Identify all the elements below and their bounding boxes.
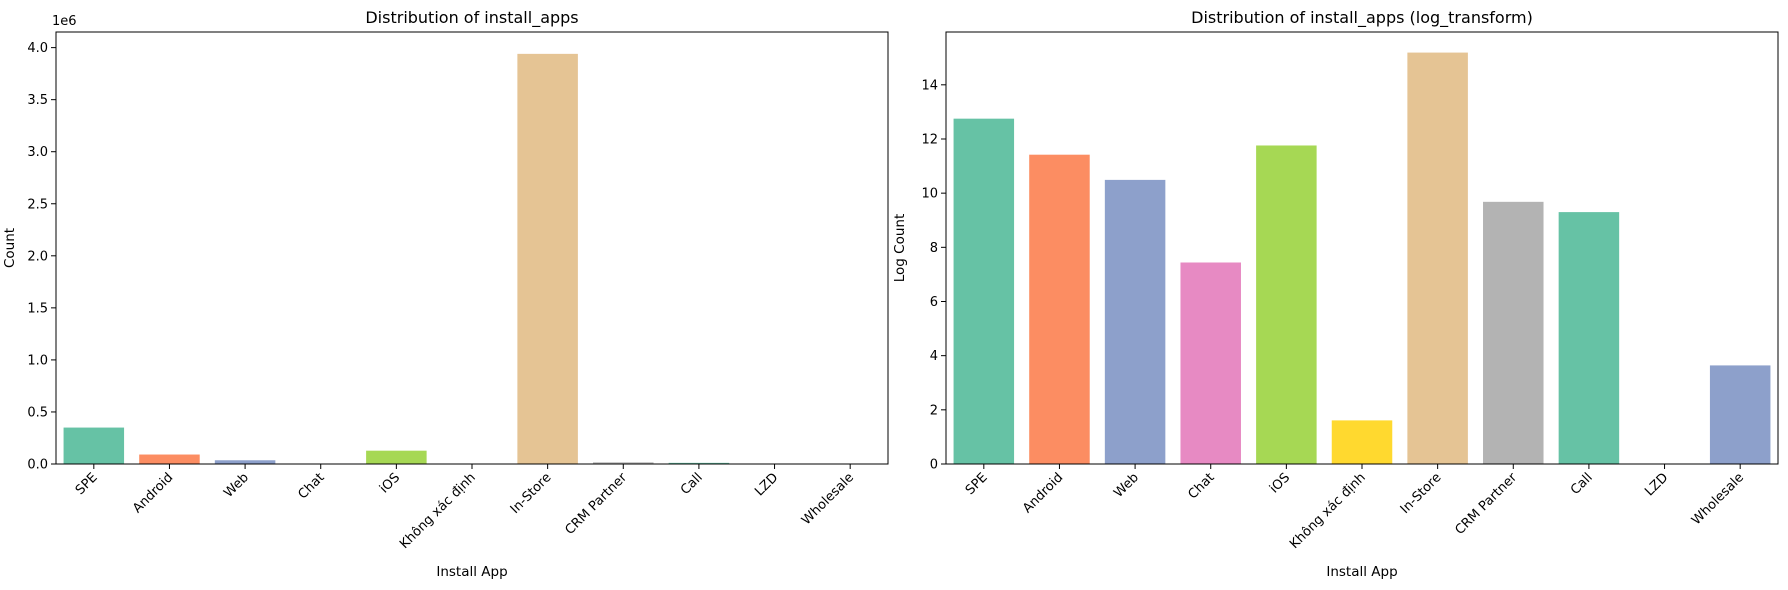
bar-spe bbox=[953, 118, 1015, 465]
y-tick-label: 0.5 bbox=[27, 405, 48, 420]
x-tick-label: In-Store bbox=[508, 470, 555, 517]
y-tick-label: 0 bbox=[930, 458, 938, 473]
chart-title: Distribution of install_apps (log_transf… bbox=[1191, 8, 1533, 28]
y-tick-label: 2.0 bbox=[27, 249, 48, 264]
y-tick-label: 3.5 bbox=[27, 93, 48, 108]
bar-ios bbox=[366, 450, 427, 464]
chart-panel-count: 0.0 0.5 1.0 1.5 2.0 2.5 3.0 3.5 4.0 SPE Android Web… bbox=[2, 8, 889, 580]
x-axis-label: Install App bbox=[436, 564, 507, 580]
x-tick-label: CRM Partner bbox=[1452, 470, 1520, 538]
y-offset-label: 1e6 bbox=[52, 14, 77, 29]
y-tick-label: 6 bbox=[930, 295, 938, 310]
bar-wholesale bbox=[1709, 365, 1771, 464]
x-tick-label: In-Store bbox=[1398, 470, 1445, 517]
bar-in-store bbox=[517, 53, 578, 465]
bar-web bbox=[214, 460, 276, 464]
y-tick-label: 3.0 bbox=[27, 145, 48, 160]
x-tick-label: Không xác định bbox=[1287, 470, 1369, 552]
bar-crm-partner bbox=[593, 462, 654, 464]
x-tick-label: Android bbox=[130, 470, 176, 516]
y-tick-label: 0.0 bbox=[27, 458, 48, 473]
bar-ios bbox=[1256, 145, 1317, 465]
bar-spe bbox=[63, 427, 125, 464]
x-tick-label: Chat bbox=[295, 470, 327, 502]
x-tick-label: SPE bbox=[73, 470, 101, 498]
x-tick-label: CRM Partner bbox=[562, 470, 630, 538]
x-tick-label: iOS bbox=[1267, 470, 1293, 496]
bar-kh-ng-x-c-nh bbox=[1331, 420, 1393, 464]
bar-android bbox=[139, 454, 200, 464]
bar-android bbox=[1029, 154, 1090, 464]
x-tick-label: LZD bbox=[752, 470, 781, 499]
x-tick-label: Call bbox=[678, 470, 706, 498]
x-tick-label: Wholesale bbox=[1689, 470, 1747, 528]
x-tick-label: Chat bbox=[1185, 470, 1217, 502]
y-tick-label: 2 bbox=[930, 403, 938, 418]
x-tick-label: Android bbox=[1020, 470, 1066, 516]
chart-title: Distribution of install_apps bbox=[365, 8, 578, 28]
y-tick-label: 4 bbox=[930, 349, 938, 364]
bar-chat bbox=[1180, 262, 1241, 464]
y-tick-label: 2.5 bbox=[27, 197, 48, 212]
x-tick-label: Web bbox=[221, 470, 252, 501]
x-tick-label: LZD bbox=[1642, 470, 1671, 499]
x-tick-label: Không xác định bbox=[397, 470, 479, 552]
x-tick-label: iOS bbox=[377, 470, 403, 496]
y-tick-label: 4.0 bbox=[27, 41, 48, 56]
y-axis-label: Log Count bbox=[892, 214, 908, 283]
y-tick-label: 1.5 bbox=[27, 301, 48, 316]
bar-crm-partner bbox=[1483, 201, 1544, 464]
y-tick-label: 1.0 bbox=[27, 353, 48, 368]
y-tick-label: 10 bbox=[921, 187, 938, 202]
y-tick-label: 14 bbox=[921, 78, 938, 93]
x-tick-label: Call bbox=[1568, 470, 1596, 498]
x-axis-label: Install App bbox=[1326, 564, 1397, 580]
x-tick-label: Wholesale bbox=[799, 470, 857, 528]
bar-in-store bbox=[1407, 52, 1468, 464]
bar-web bbox=[1104, 179, 1166, 464]
axes-frame bbox=[55, 31, 889, 465]
bar-call bbox=[668, 462, 730, 464]
x-tick-label: SPE bbox=[963, 470, 991, 498]
y-tick-label: 12 bbox=[921, 132, 938, 147]
y-tick-label: 8 bbox=[930, 241, 938, 256]
bar-call bbox=[1558, 212, 1620, 464]
x-tick-label: Web bbox=[1111, 470, 1142, 501]
y-axis-label: Count bbox=[2, 228, 18, 268]
